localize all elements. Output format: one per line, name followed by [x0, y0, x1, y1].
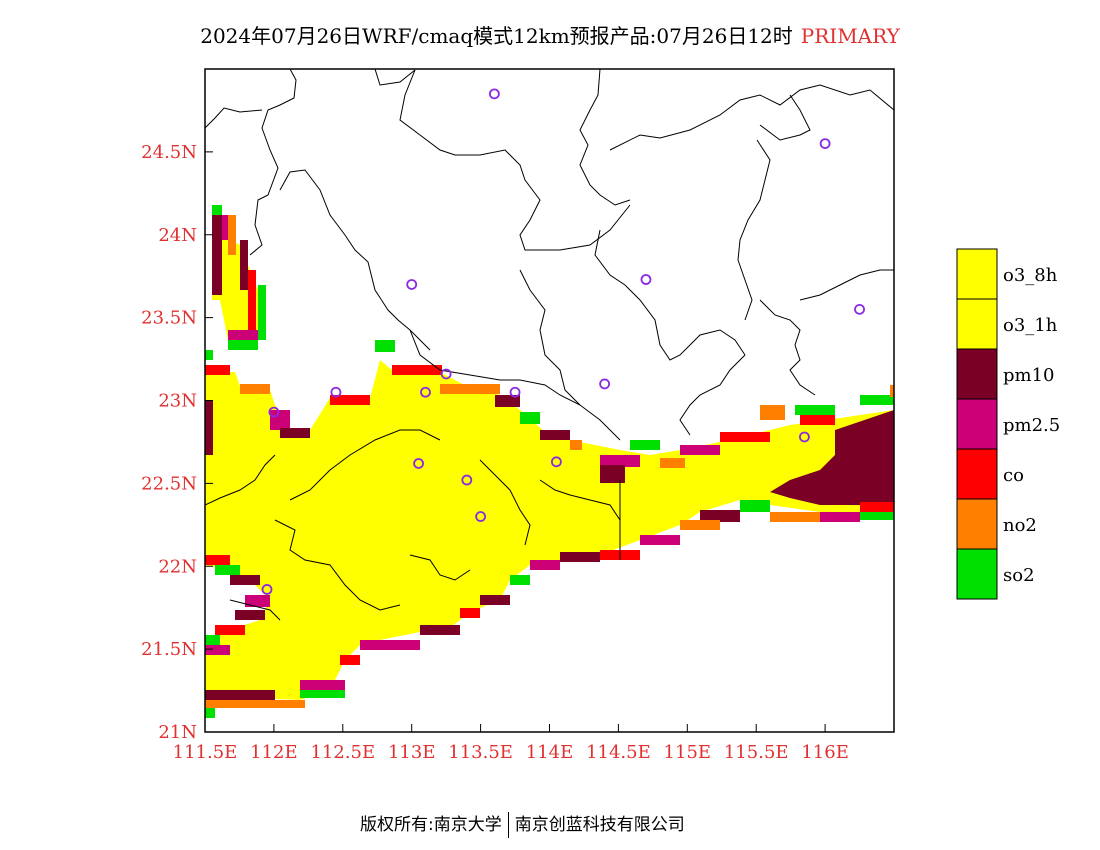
- legend-label: co: [1003, 465, 1024, 486]
- y-tick-label: 22.5N: [141, 473, 197, 494]
- title-tag: PRIMARY: [800, 24, 900, 48]
- x-tick-label: 115E: [664, 742, 712, 763]
- x-tick-label: 112E: [250, 742, 298, 763]
- x-tick-label: 113.5E: [448, 742, 513, 763]
- station-marker: [475, 511, 487, 522]
- pollutant-layer: [205, 205, 894, 718]
- legend-swatch: [956, 298, 998, 350]
- legend-swatch: [956, 348, 998, 400]
- station-marker: [509, 386, 521, 398]
- station-marker: [488, 88, 500, 100]
- legend-label: pm2.5: [1003, 415, 1060, 436]
- station-marker: [550, 456, 562, 468]
- station-marker: [261, 584, 273, 595]
- legend-label: o3_1h: [1003, 315, 1058, 336]
- pm10-region-east: [770, 410, 894, 505]
- y-tick-label: 24N: [158, 225, 197, 246]
- footer-left: 版权所有:南京大学: [360, 815, 502, 835]
- station-marker: [854, 303, 865, 315]
- x-tick-label: 114.5E: [586, 742, 651, 763]
- station-marker: [330, 386, 342, 398]
- x-axis-ticks: 111.5E 112E 112.5E 113E 113.5E 114E 114.5E 115E…: [173, 724, 849, 763]
- station-marker: [461, 474, 473, 486]
- station-marker: [819, 138, 831, 149]
- y-tick-label: 21N: [158, 722, 197, 743]
- x-tick-label: 116E: [801, 742, 849, 763]
- y-tick-label: 24.5N: [141, 142, 197, 163]
- y-tick-label: 23.5N: [141, 308, 197, 329]
- copyright-footer: 版权所有:南京大学 南京创蓝科技有限公司: [360, 810, 685, 838]
- station-markers: [261, 88, 865, 595]
- legend-swatch: [956, 448, 998, 500]
- legend-label: so2: [1003, 565, 1035, 586]
- x-tick-label: 111.5E: [173, 742, 238, 763]
- station-marker: [413, 458, 424, 469]
- station-marker: [599, 378, 611, 390]
- legend-label: o3_8h: [1003, 265, 1058, 286]
- map-title: 2024年07月26日WRF/cmaq模式12km预报产品:07月26日12时 P…: [0, 20, 1100, 49]
- x-tick-label: 112.5E: [310, 742, 375, 763]
- border-cells: [205, 205, 894, 718]
- legend-swatch: [956, 248, 998, 300]
- station-marker: [268, 406, 280, 418]
- y-tick-label: 21.5N: [141, 639, 197, 660]
- boundary-lines: [205, 69, 894, 621]
- legend-swatch: [956, 398, 998, 450]
- station-marker: [440, 368, 452, 380]
- map-plot-area: [205, 69, 894, 732]
- station-marker: [799, 431, 810, 443]
- y-tick-label: 23N: [158, 391, 197, 412]
- legend-swatch: [956, 548, 998, 600]
- x-tick-label: 113E: [388, 742, 436, 763]
- o3-region-west-strip: [212, 230, 258, 340]
- station-marker: [406, 279, 418, 290]
- o3-region-main: [205, 360, 894, 700]
- y-tick-label: 22N: [158, 556, 197, 577]
- footer-right: 南京创蓝科技有限公司: [514, 815, 685, 835]
- footer-separator: [507, 812, 509, 838]
- station-marker: [640, 274, 652, 285]
- pollutant-legend: o3_8h o3_1h pm10 pm2.5 co no2 so2: [956, 248, 1060, 600]
- station-marker: [420, 386, 431, 398]
- legend-label: no2: [1003, 515, 1037, 536]
- legend-swatch: [956, 498, 998, 550]
- x-tick-label: 114E: [526, 742, 574, 763]
- y-axis-ticks: 21N 21.5N 22N 22.5N 23N 23.5N 24N 24.5N: [141, 142, 213, 743]
- title-main: 2024年07月26日WRF/cmaq模式12km预报产品:07月26日12时: [200, 24, 793, 48]
- legend-label: pm10: [1003, 365, 1055, 386]
- x-tick-label: 115.5E: [724, 742, 789, 763]
